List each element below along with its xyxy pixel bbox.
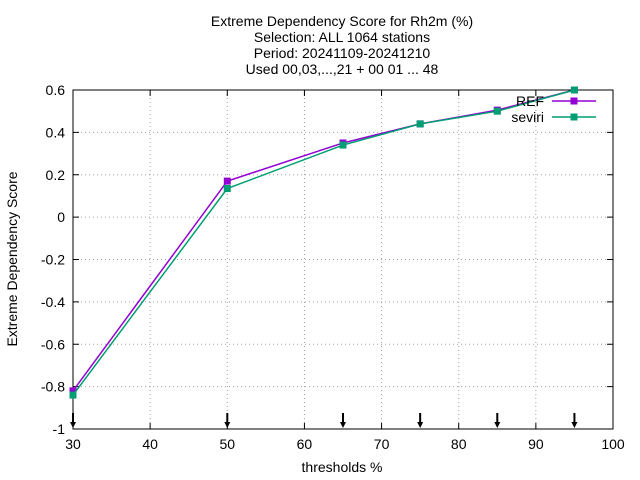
- chart-title: Extreme Dependency Score for Rh2m (%) Se…: [211, 13, 473, 77]
- y-tick-label: -0.2: [41, 252, 65, 268]
- data-point: [69, 391, 77, 399]
- x-tick-label: 60: [297, 436, 313, 452]
- threshold-arrow-head: [417, 422, 424, 428]
- title-line-2: Selection: ALL 1064 stations: [254, 29, 430, 45]
- y-axis-label: Extreme Dependency Score: [4, 171, 20, 346]
- x-tick-label: 90: [528, 436, 544, 452]
- threshold-arrow-head: [224, 422, 231, 428]
- threshold-arrow: [70, 413, 76, 428]
- series-line: [72, 89, 575, 396]
- data-point: [223, 177, 231, 185]
- series-line: [72, 89, 575, 392]
- y-tick-label: 0: [57, 209, 65, 225]
- legend-marker-REF: [570, 97, 578, 105]
- title-line-3: Period: 20241109-20241210: [254, 45, 431, 61]
- data-point: [416, 120, 424, 128]
- grid: [73, 90, 613, 429]
- x-tick-label: 30: [65, 436, 81, 452]
- x-tick-label: 100: [601, 436, 625, 452]
- y-tick-label: -1: [53, 421, 66, 437]
- threshold-arrow: [571, 413, 578, 428]
- data-point: [493, 107, 501, 115]
- x-tick-label: 80: [451, 436, 467, 452]
- data-point: [570, 86, 578, 94]
- legend-label-seviri: seviri: [511, 109, 544, 125]
- threshold-arrow: [224, 413, 231, 428]
- threshold-arrow: [494, 413, 501, 428]
- axis-ticks: 30 40 50 60 70 80 90 100 -1 -0.8 -0.6 -0.4 -0.2 0 0.2 0…: [41, 82, 625, 452]
- y-tick-label: 0.4: [46, 124, 66, 140]
- y-tick-label: 0.6: [46, 82, 66, 98]
- data-point: [69, 387, 77, 395]
- series-seviri: [69, 86, 578, 399]
- threshold-arrow: [340, 413, 346, 428]
- x-tick-label: 40: [142, 436, 158, 452]
- legend-label-REF: REF: [516, 93, 544, 109]
- threshold-arrow: [417, 413, 424, 428]
- x-axis-label: thresholds %: [302, 459, 383, 475]
- y-tick-label: -0.8: [41, 379, 65, 395]
- threshold-markers: [70, 413, 578, 428]
- threshold-arrow-head: [494, 422, 501, 428]
- data-point: [223, 185, 231, 193]
- title-line-1: Extreme Dependency Score for Rh2m (%): [211, 13, 473, 29]
- y-tick-label: -0.4: [41, 294, 65, 310]
- y-tick-label: -0.6: [41, 336, 65, 352]
- title-line-4: Used 00,03,...,21 + 00 01 ... 48: [246, 61, 439, 77]
- threshold-arrow-head: [340, 422, 346, 428]
- series-layer: [69, 86, 578, 399]
- data-point: [339, 141, 347, 149]
- threshold-arrow-head: [571, 422, 578, 428]
- threshold-arrow-head: [70, 422, 76, 428]
- x-tick-label: 70: [374, 436, 390, 452]
- x-tick-label: 50: [219, 436, 235, 452]
- legend-marker-seviri: [570, 113, 578, 121]
- y-tick-label: 0.2: [46, 167, 66, 183]
